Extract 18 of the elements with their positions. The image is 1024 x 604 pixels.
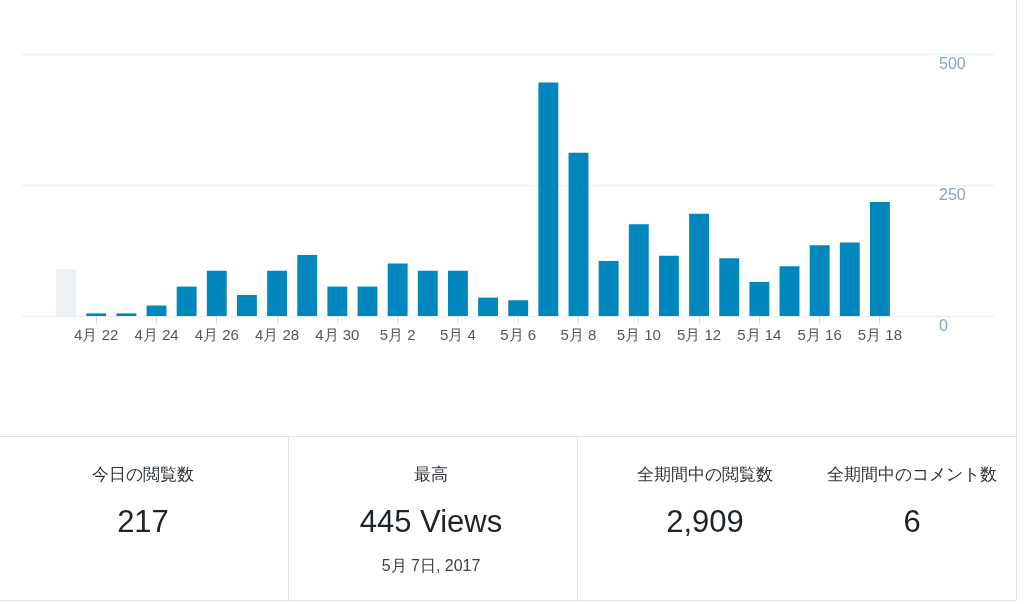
x-tick-label: 4月 26 xyxy=(194,326,239,344)
x-tick-label: 5月 12 xyxy=(676,326,722,344)
y-tick-label: 0 xyxy=(939,317,948,335)
x-tick-label: 4月 22 xyxy=(74,326,119,344)
x-tick-label: 4月 30 xyxy=(315,326,360,344)
x-tick-label: 4月 28 xyxy=(254,326,300,344)
stats-card: 今日の閲覧数 217 最高 445 Views 5月 7日, 2017 全期間中の閲覧数 2,909 全期間中のコメント数 6 xyxy=(0,436,1016,602)
y-tick-label: 250 xyxy=(939,186,966,204)
x-tick-label: 5月 18 xyxy=(857,326,903,344)
x-tick-label: 5月 4 xyxy=(440,326,476,344)
x-tick-label: 5月 6 xyxy=(500,326,537,344)
x-tick-label: 4月 24 xyxy=(134,326,179,344)
x-tick-label: 5月 8 xyxy=(560,326,597,344)
x-tick-label: 5月 14 xyxy=(737,326,782,344)
x-tick-label: 5月 10 xyxy=(616,326,661,344)
y-tick-label: 500 xyxy=(939,55,966,73)
x-tick-label: 5月 2 xyxy=(379,326,416,344)
x-tick-label: 5月 16 xyxy=(797,326,842,344)
